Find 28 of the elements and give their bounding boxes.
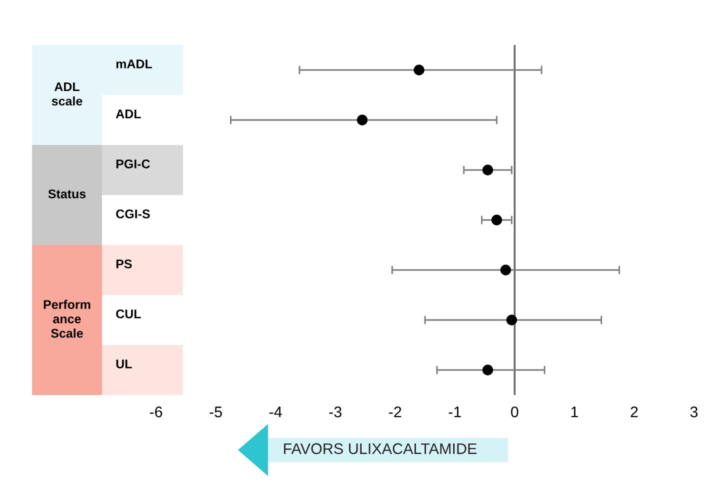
x-tick-label: 3 [690, 406, 698, 418]
x-tick-label: -5 [210, 406, 222, 418]
y-tick-label: mADL [116, 60, 152, 68]
point [500, 264, 512, 276]
point [356, 114, 368, 126]
text: ADL scale [52, 82, 82, 106]
point [482, 364, 494, 376]
x-tick-label: 0 [511, 406, 518, 418]
text: FAVORS ULIXACALTAMIDE [284, 443, 477, 454]
x-tick-label: 2 [630, 406, 638, 418]
x-tick-label: -2 [389, 406, 402, 418]
text: Perform ance Scale [44, 300, 90, 338]
y-tick-label: ADL [116, 110, 141, 118]
x-tick-label: -4 [269, 406, 282, 418]
x-tick-label: -1 [448, 406, 461, 418]
y-tick-label: PS [116, 260, 132, 268]
x-tick-label: -3 [329, 406, 342, 418]
text: Status [48, 190, 86, 198]
y-tick-label: CGI-S [116, 210, 150, 218]
y-tick-label: UL [116, 360, 132, 368]
y-tick-label: PGI-C [116, 160, 150, 168]
point [414, 64, 424, 76]
point [482, 164, 494, 176]
x-tick-label: 1 [571, 406, 578, 418]
y-tick-label: CUL [116, 310, 141, 318]
point [491, 214, 502, 226]
x-tick-label: -6 [150, 406, 162, 418]
point [506, 314, 518, 326]
